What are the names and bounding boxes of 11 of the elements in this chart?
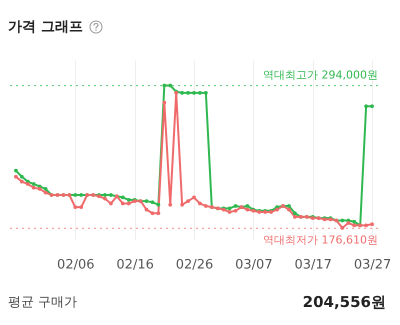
x-tick-label: 03/17 <box>294 258 332 272</box>
x-tick-label: 02/26 <box>176 258 214 272</box>
ref-line-label: 역대최고가 294,000원 <box>263 68 378 82</box>
x-tick-label: 02/16 <box>116 258 154 272</box>
text: 204,556원 <box>302 293 386 312</box>
ref-line-label: 역대최저가 176,610원 <box>263 233 378 246</box>
x-tick-label: 02/06 <box>57 258 95 272</box>
x-tick-label: 03/07 <box>235 258 273 272</box>
chart-title: 가격 그래프 <box>8 18 83 36</box>
x-tick-label: 03/27 <box>354 258 392 272</box>
text: 평균 구매가 <box>8 294 78 311</box>
